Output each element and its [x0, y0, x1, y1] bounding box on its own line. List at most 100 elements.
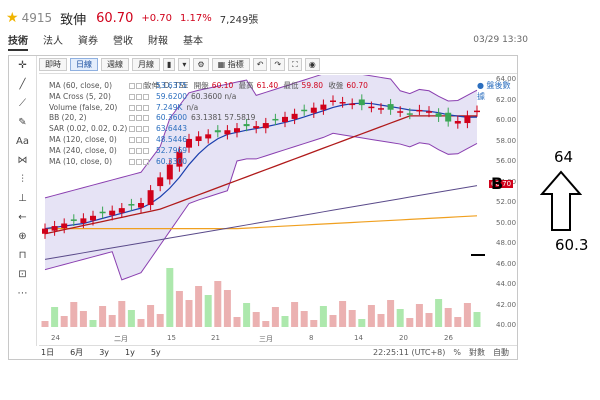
- lock-icon[interactable]: ⊡: [18, 269, 27, 280]
- favorite-star-icon[interactable]: ★: [6, 10, 19, 26]
- chevron-down-icon[interactable]: ▾: [178, 58, 191, 71]
- price-axis: 64.0062.0060.0058.0056.0054.0052.0050.00…: [493, 75, 517, 343]
- pattern-icon[interactable]: ⋈: [17, 155, 28, 166]
- settings-icon[interactable]: [136, 115, 142, 122]
- daily-button[interactable]: 日線: [70, 58, 98, 71]
- candle-style-icon[interactable]: ▮: [163, 58, 176, 71]
- eye-icon[interactable]: [129, 104, 135, 111]
- volume-bar: [70, 302, 78, 327]
- candlestick-chart[interactable]: [39, 75, 491, 333]
- ma20-line: [44, 115, 477, 235]
- eye-icon[interactable]: [129, 83, 135, 89]
- close-icon[interactable]: [143, 147, 149, 154]
- period-6m[interactable]: 6月: [70, 348, 84, 357]
- indicators-button[interactable]: ▦ 指標: [211, 58, 250, 71]
- camera-icon[interactable]: ◉: [304, 58, 320, 71]
- undo-icon[interactable]: ↶: [252, 58, 268, 71]
- bollinger-lower-line: [44, 132, 478, 281]
- volume-bar: [233, 317, 241, 327]
- period-5y[interactable]: 5y: [150, 348, 161, 357]
- zoom-in-icon[interactable]: ⊕: [18, 231, 27, 242]
- intraday-button[interactable]: 即時: [39, 58, 67, 71]
- candle-body: [176, 151, 183, 167]
- eye-icon[interactable]: [129, 126, 135, 133]
- monthly-button[interactable]: 月線: [132, 58, 160, 71]
- ohlc-symbol: 致伸, D, TSE: [144, 81, 189, 90]
- volume-bar: [79, 311, 87, 327]
- period-1y[interactable]: 1y: [125, 348, 135, 357]
- eye-icon[interactable]: [129, 93, 135, 100]
- candle-body: [301, 109, 308, 112]
- more-icon[interactable]: ⋯: [17, 288, 28, 299]
- close-icon[interactable]: [143, 83, 149, 89]
- candle-body: [368, 106, 375, 109]
- text-tool-icon[interactable]: Aa: [16, 136, 29, 147]
- close-icon[interactable]: [143, 126, 149, 133]
- candle-body: [426, 111, 432, 113]
- measure-icon[interactable]: ⊥: [18, 193, 27, 204]
- trendline-icon[interactable]: ╱: [19, 79, 26, 90]
- nav-tabs: 技術 法人 資券 營收 財報 基本: [8, 32, 218, 51]
- arrow-left-icon[interactable]: ←: [18, 212, 27, 223]
- volume-bar: [156, 314, 164, 327]
- tab-margin[interactable]: 資券: [78, 36, 98, 47]
- tab-institutional[interactable]: 法人: [43, 36, 63, 47]
- legend-row: Volume (false, 20) 7.249K n/a: [49, 103, 255, 114]
- eye-icon[interactable]: [129, 147, 135, 154]
- tab-technical[interactable]: 技術: [8, 32, 28, 51]
- x-tick-label: 20: [399, 334, 408, 342]
- legend-value: 52.7969: [156, 145, 188, 155]
- candle-body: [224, 130, 231, 135]
- period-1d[interactable]: 1日: [41, 348, 55, 357]
- close-icon[interactable]: [143, 104, 149, 111]
- candle-body: [330, 100, 336, 102]
- legend-value: 48.5446: [156, 134, 188, 144]
- legend-row: MA (120, close, 0) 48.5446: [49, 135, 255, 146]
- after-hours-link[interactable]: ● 盤後數據: [477, 80, 517, 102]
- settings-icon[interactable]: [136, 126, 142, 133]
- settings-icon[interactable]: [136, 104, 142, 111]
- close-icon[interactable]: [143, 115, 149, 122]
- log-toggle[interactable]: 對數: [469, 348, 485, 357]
- volume-bar: [137, 319, 145, 327]
- brush-icon[interactable]: ✎: [18, 117, 27, 128]
- auto-toggle[interactable]: 自動: [493, 348, 509, 357]
- eye-icon[interactable]: [129, 136, 135, 143]
- legend-name: MA (60, close, 0): [49, 81, 113, 90]
- close-icon[interactable]: [143, 93, 149, 100]
- settings-gear-icon[interactable]: ⚙: [193, 58, 209, 71]
- volume-bar: [175, 291, 183, 327]
- settings-icon[interactable]: [136, 158, 142, 165]
- candle-body: [474, 110, 480, 113]
- eye-icon[interactable]: [129, 158, 135, 165]
- close-icon[interactable]: [143, 136, 149, 143]
- volume-bar: [444, 308, 452, 327]
- settings-icon[interactable]: [136, 83, 142, 89]
- eye-icon[interactable]: [129, 115, 135, 122]
- candle-body: [51, 226, 58, 231]
- fib-icon[interactable]: ⫶: [21, 174, 24, 185]
- percent-toggle[interactable]: %: [453, 348, 461, 357]
- tab-fundamentals[interactable]: 基本: [183, 36, 203, 47]
- volume-bar: [271, 307, 279, 327]
- tab-revenue[interactable]: 營收: [113, 36, 133, 47]
- drawing-toolbar: ✛ ╱ ⟋ ✎ Aa ⋈ ⫶ ⊥ ← ⊕ ⊓ ⊡ ⋯: [9, 56, 37, 346]
- settings-icon[interactable]: [136, 147, 142, 154]
- volume-bar: [291, 302, 299, 327]
- legend-value: 7.249K: [156, 102, 183, 112]
- tab-financials[interactable]: 財報: [148, 36, 168, 47]
- close-value: 60.70: [346, 81, 368, 90]
- weekly-button[interactable]: 週線: [101, 58, 129, 71]
- magnet-icon[interactable]: ⊓: [18, 250, 27, 261]
- redo-icon[interactable]: ↷: [270, 58, 286, 71]
- ray-icon[interactable]: ⟋: [19, 98, 26, 109]
- candle-body: [454, 120, 461, 124]
- volume-bar: [214, 281, 222, 327]
- period-3y[interactable]: 3y: [99, 348, 110, 357]
- crosshair-icon[interactable]: ✛: [18, 60, 27, 71]
- settings-icon[interactable]: [136, 93, 142, 100]
- candle-body: [320, 104, 327, 110]
- fullscreen-icon[interactable]: ⛶: [288, 58, 302, 71]
- settings-icon[interactable]: [136, 136, 142, 143]
- close-icon[interactable]: [143, 158, 149, 165]
